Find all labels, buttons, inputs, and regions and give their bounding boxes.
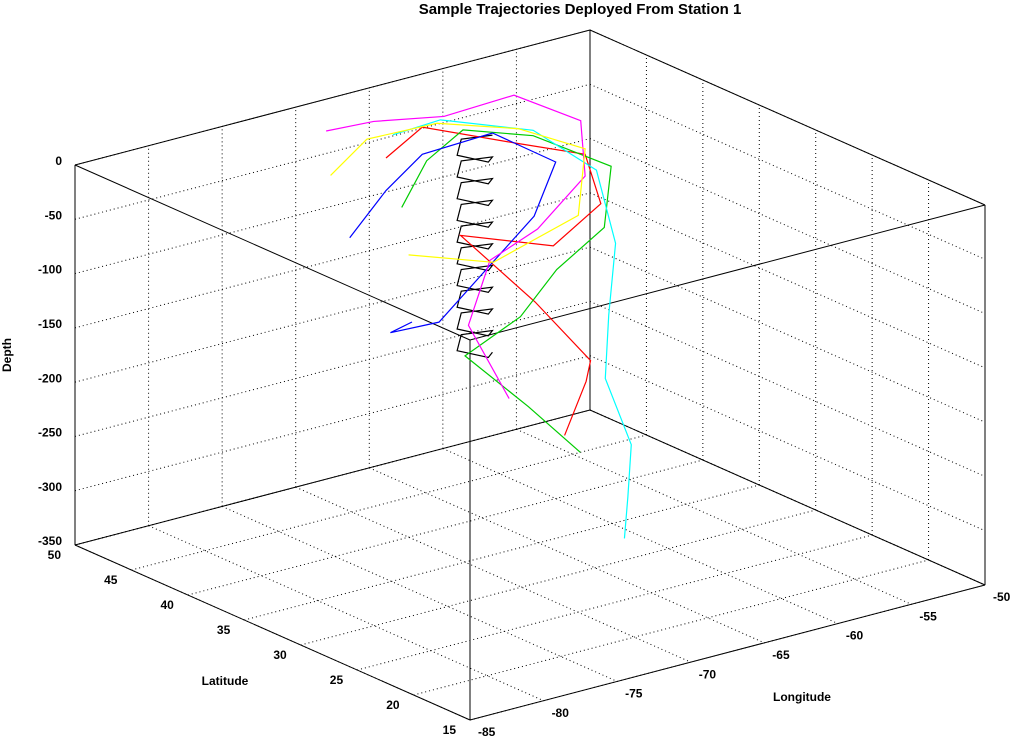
y-tick-label: 25	[330, 673, 344, 687]
x-tick-label: -80	[552, 706, 570, 720]
x-axis-label: Longitude	[773, 690, 831, 704]
x-tick-label: -85	[478, 725, 496, 738]
grid-line	[442, 448, 839, 625]
grid-line	[589, 83, 986, 260]
y-tick-label: 50	[48, 548, 62, 562]
box-edge	[74, 544, 471, 721]
z-tick-label: -100	[38, 263, 62, 277]
x-tick-label: -65	[772, 648, 790, 662]
trajectory	[385, 126, 602, 436]
grid-line	[300, 509, 816, 646]
trajectory	[392, 119, 632, 539]
z-tick-label: -300	[38, 480, 62, 494]
x-tick-label: -60	[846, 629, 864, 643]
z-tick-label: 0	[55, 154, 62, 168]
grid-line	[589, 138, 986, 315]
grid-line	[357, 534, 873, 671]
chart-title: Sample Trajectories Deployed From Statio…	[419, 1, 742, 18]
grid-line	[516, 428, 912, 605]
grid-line	[295, 486, 691, 663]
grid-line	[244, 484, 760, 621]
z-axis-label: Depth	[0, 338, 14, 372]
grid-line	[74, 138, 591, 275]
y-tick-label: 45	[104, 573, 118, 587]
box-edge	[469, 204, 986, 341]
trajectory	[349, 132, 557, 334]
grid-line	[589, 246, 986, 423]
x-tick-label: -55	[919, 609, 937, 623]
x-tick-label: -75	[625, 687, 643, 701]
grid-line	[74, 192, 591, 329]
box-edge	[74, 164, 471, 341]
grid-line	[131, 434, 647, 571]
grid-line	[74, 246, 591, 383]
grid-line	[589, 192, 986, 369]
grid-line	[369, 467, 765, 644]
grid-line	[74, 300, 591, 437]
box-edge	[589, 409, 986, 586]
z-tick-label: -350	[38, 534, 62, 548]
x-tick-label: -70	[699, 667, 717, 681]
grid-line	[589, 300, 986, 477]
box-edge	[469, 584, 986, 721]
y-tick-label: 20	[386, 698, 400, 712]
z-tick-label: -250	[38, 426, 62, 440]
trajectory	[401, 129, 612, 453]
box-edge	[74, 29, 591, 166]
y-tick-label: 30	[273, 648, 287, 662]
grid-line	[74, 355, 591, 492]
trajectory	[456, 134, 494, 359]
box-edge	[74, 409, 591, 546]
box-edge	[589, 29, 986, 206]
grid-line	[148, 525, 544, 702]
grid-line	[413, 559, 929, 696]
y-axis-label: Latitude	[202, 674, 249, 688]
z-tick-label: -150	[38, 317, 62, 331]
y-tick-label: 40	[160, 598, 174, 612]
grid-line	[221, 505, 618, 682]
trajectory	[330, 122, 586, 263]
grid-line	[589, 355, 986, 532]
x-tick-label: -50	[993, 590, 1011, 604]
z-tick-label: -200	[38, 371, 62, 385]
grid-line	[187, 459, 703, 596]
z-tick-label: -50	[45, 208, 63, 222]
y-tick-label: 15	[443, 723, 457, 737]
grid-line	[74, 83, 591, 220]
y-tick-label: 35	[217, 623, 231, 637]
